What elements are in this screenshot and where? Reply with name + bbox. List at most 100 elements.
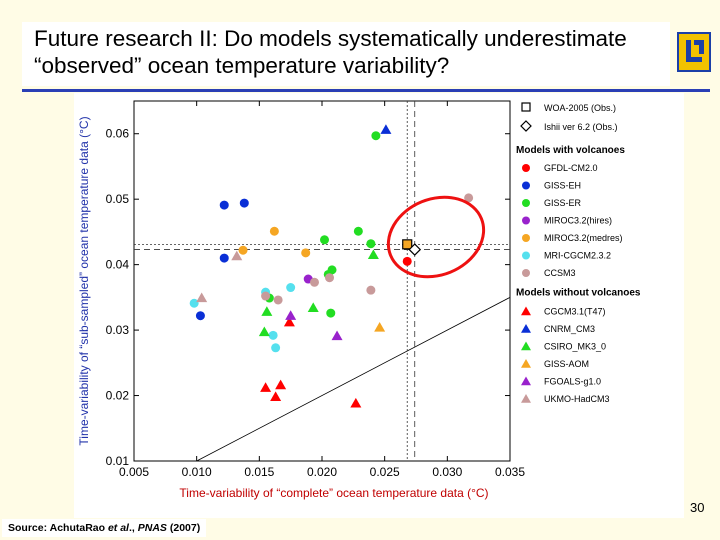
legend-group-heading: Models without volcanoes xyxy=(516,288,641,299)
legend-label: GISS-ER xyxy=(544,198,582,208)
y-tick-label: 0.04 xyxy=(106,258,130,272)
data-point-miroc3-2-medres- xyxy=(238,245,248,255)
legend-label: GFDL-CM2.0 xyxy=(544,163,598,173)
logo-frame xyxy=(677,32,711,72)
legend-marker xyxy=(522,216,530,225)
legend-marker xyxy=(522,234,530,242)
legend-marker xyxy=(522,199,530,207)
legend-marker xyxy=(522,269,530,277)
data-point-giss-er xyxy=(366,239,376,249)
points-layer xyxy=(189,124,474,408)
data-point-fgoals-g1-0 xyxy=(331,330,343,341)
logo-letter-mark xyxy=(686,40,702,62)
legend-label: MIROC3.2(medres) xyxy=(544,233,623,243)
data-point-cgcm3-1-t47- xyxy=(275,379,287,390)
title-rule xyxy=(22,89,710,92)
legend-marker xyxy=(521,376,531,386)
scatter-chart: 0.005 0.010 0.015 0.020 0.025 0.030 0.035 0.01 0… xyxy=(77,100,641,500)
data-point-giss-er xyxy=(320,235,330,245)
y-axis-label: Time-variability of “sub-sampled” ocean … xyxy=(77,116,91,445)
data-point-giss-aom xyxy=(374,321,386,332)
data-point-giss-er xyxy=(353,226,363,236)
legend-label: CCSM3 xyxy=(544,268,576,278)
slide-title-line-1: Future research II: Do models systematic… xyxy=(34,26,627,51)
data-point-ccsm3 xyxy=(366,285,376,295)
data-point-ccsm3 xyxy=(261,291,271,301)
title-box: Future research II: Do models systematic… xyxy=(22,22,670,86)
legend-label: GISS-EH xyxy=(544,181,581,191)
highlight-ellipse xyxy=(386,195,486,279)
legend-label: CGCM3.1(T47) xyxy=(544,307,606,317)
legend-label: MRI-CGCM2.3.2 xyxy=(544,251,611,261)
data-point-mri-cgcm2-3-2 xyxy=(286,283,296,293)
data-point-fgoals-g1-0 xyxy=(285,310,297,320)
legend-label: UKMO-HadCM3 xyxy=(544,394,610,404)
legend-marker xyxy=(522,164,530,172)
y-tick-label: 0.06 xyxy=(106,127,130,141)
page-number: 30 xyxy=(690,500,705,515)
obs-point-diamond xyxy=(408,243,422,256)
data-point-giss-er xyxy=(326,308,336,318)
legend-marker-obs xyxy=(520,120,532,132)
legend-marker xyxy=(521,359,531,368)
data-point-cgcm3-1-t47- xyxy=(350,397,362,408)
x-tick-label: 0.010 xyxy=(182,465,212,479)
y-tick-label: 0.05 xyxy=(106,192,130,206)
legend-marker xyxy=(522,251,530,260)
data-point-miroc3-2-medres- xyxy=(301,248,311,258)
logo-corner-mark xyxy=(694,40,704,54)
obs-point-square xyxy=(402,239,413,250)
x-tick-label: 0.030 xyxy=(432,465,462,479)
legend-label: GISS-AOM xyxy=(544,359,589,369)
data-point-giss-er xyxy=(327,265,337,275)
x-tick-label: 0.035 xyxy=(495,465,525,479)
legend: WOA-2005 (Obs.) Ishii ver 6.2 (Obs.) Model… xyxy=(516,102,641,404)
legend-label: FGOALS-g1.0 xyxy=(544,377,601,387)
source-etal: et al xyxy=(107,522,129,534)
data-point-mri-cgcm2-3-2 xyxy=(271,343,281,353)
data-point-ccsm3 xyxy=(325,273,335,283)
data-point-cnrm-cm3 xyxy=(380,124,392,134)
x-tick-label: 0.020 xyxy=(307,465,337,479)
data-point-gfdl-cm2-0 xyxy=(402,256,412,266)
data-point-giss-eh xyxy=(219,200,229,210)
data-point-cgcm3-1-t47- xyxy=(283,316,295,327)
source-year: (2007) xyxy=(166,522,201,534)
x-tick-label: 0.005 xyxy=(119,465,149,479)
data-point-giss-eh xyxy=(195,311,205,321)
data-point-mri-cgcm2-3-2 xyxy=(268,330,278,340)
legend-marker xyxy=(522,181,530,190)
data-point-csiro-mk3-0 xyxy=(367,249,379,259)
y-tick-label: 0.03 xyxy=(106,323,130,337)
data-point-ccsm3 xyxy=(309,277,319,287)
lab-logo-icon xyxy=(677,32,711,72)
data-point-ccsm3 xyxy=(464,193,474,203)
legend-label: Ishii ver 6.2 (Obs.) xyxy=(544,122,618,132)
reference-line-1to1 xyxy=(196,297,511,462)
x-tick-label: 0.025 xyxy=(370,465,400,479)
data-point-csiro-mk3-0 xyxy=(307,302,319,312)
ticks-layer: 0.005 0.010 0.015 0.020 0.025 0.030 0.035 0.01 0… xyxy=(106,101,525,479)
y-tick-label: 0.02 xyxy=(106,389,130,403)
source-journal: PNAS xyxy=(137,522,167,534)
data-point-cgcm3-1-t47- xyxy=(260,382,272,392)
data-point-giss-eh xyxy=(239,198,249,208)
legend-label: MIROC3.2(hires) xyxy=(544,216,612,226)
data-point-giss-er xyxy=(371,131,381,141)
x-tick-label: 0.015 xyxy=(244,465,274,479)
source-prefix: Source: AchutaRao xyxy=(8,522,108,534)
slide-title-line-2: “observed” ocean temperature variability… xyxy=(34,53,450,78)
data-point-giss-eh xyxy=(219,253,229,263)
legend-group-heading: Models with volcanoes xyxy=(516,145,625,156)
data-point-miroc3-2-medres- xyxy=(269,226,279,236)
data-point-ukmo-hadcm3 xyxy=(196,292,208,303)
legend-marker xyxy=(521,394,531,403)
source-citation: Source: AchutaRao et al., PNAS (2007) xyxy=(2,519,207,537)
data-point-csiro-mk3-0 xyxy=(261,306,273,316)
legend-label: CSIRO_MK3_0 xyxy=(544,342,606,352)
y-tick-label: 0.01 xyxy=(106,454,130,468)
legend-marker xyxy=(521,341,531,351)
x-axis-label: Time-variability of “complete” ocean tem… xyxy=(179,486,488,500)
data-point-ukmo-hadcm3 xyxy=(231,250,243,261)
legend-label: CNRM_CM3 xyxy=(544,324,595,334)
